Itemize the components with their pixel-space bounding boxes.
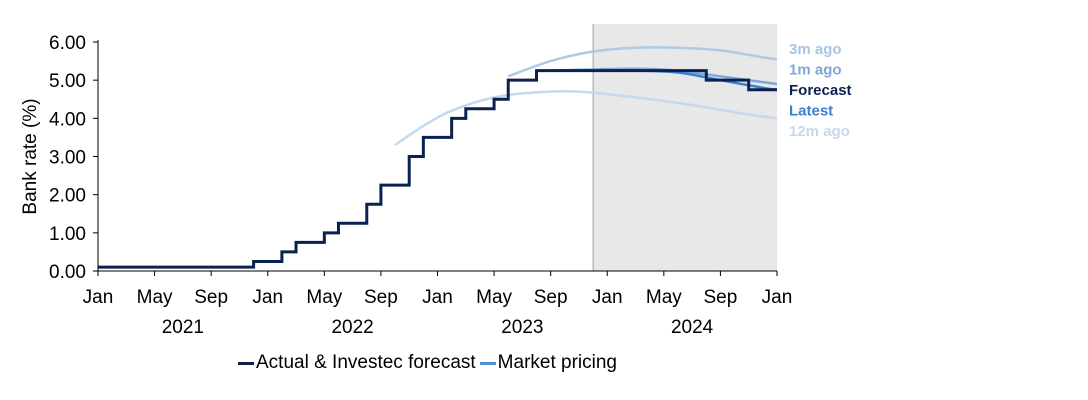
x-tick-label: Sep <box>534 287 568 308</box>
legend-label-market: Market pricing <box>497 352 617 373</box>
y-tick-label: 0.00 <box>49 262 86 283</box>
y-tick-label: 2.00 <box>49 186 86 207</box>
y-tick-label: 4.00 <box>49 109 86 130</box>
series-layer <box>98 46 778 269</box>
end-label: 3m ago <box>789 41 842 58</box>
x-tick-label: Jan <box>592 287 623 308</box>
x-tick-label: Jan <box>83 287 114 308</box>
x-tick-label: Jan <box>252 287 283 308</box>
x-tick-label: May <box>306 287 342 308</box>
x-tick-label: May <box>137 287 173 308</box>
x-tick-label: Sep <box>194 287 228 308</box>
end-label: 12m ago <box>789 123 850 140</box>
year-label: 2022 <box>331 317 373 338</box>
end-label: Latest <box>789 103 833 120</box>
y-axis-label: Bank rate (%) <box>20 98 41 214</box>
y-tick-label: 1.00 <box>49 224 86 245</box>
x-tick-label: May <box>476 287 512 308</box>
series-line-actual-investec-forecast <box>98 69 777 269</box>
y-tick-label: 3.00 <box>49 148 86 169</box>
legend-item-actual: Actual & Investec forecast <box>238 352 476 374</box>
legend-item-market: Market pricing <box>479 352 617 374</box>
legend-swatch-actual <box>238 361 254 365</box>
year-label: 2023 <box>501 317 543 338</box>
x-ticks: Jan May Sep Jan May Sep Jan May Sep Jan May Sep Jan <box>83 271 793 308</box>
x-tick-label: Jan <box>422 287 453 308</box>
x-tick-label: Sep <box>364 287 398 308</box>
series-line-12m-ago <box>394 89 778 147</box>
end-label: Forecast <box>789 82 852 99</box>
year-label: 2021 <box>162 317 204 338</box>
year-label: 2024 <box>671 317 714 338</box>
series-line-3m-ago <box>507 46 778 78</box>
x-tick-label: Sep <box>704 287 738 308</box>
y-ticks: 0.00 1.00 2.00 3.00 4.00 5.00 6.00 <box>49 33 98 283</box>
legend-swatch-market <box>479 361 496 365</box>
x-tick-label: May <box>646 287 682 308</box>
y-tick-label: 6.00 <box>49 33 86 54</box>
legend: Actual & Investec forecast Market pricin… <box>238 352 617 374</box>
x-tick-label: Jan <box>762 287 793 308</box>
legend-label-actual: Actual & Investec forecast <box>256 352 476 373</box>
y-tick-label: 5.00 <box>49 71 86 92</box>
year-labels: 2021 2022 2023 2024 <box>162 317 714 338</box>
series-end-labels: 3m ago 1m ago Forecast Latest 12m ago <box>789 41 852 140</box>
forecast-period-shading <box>593 24 777 271</box>
end-label: 1m ago <box>789 62 842 79</box>
